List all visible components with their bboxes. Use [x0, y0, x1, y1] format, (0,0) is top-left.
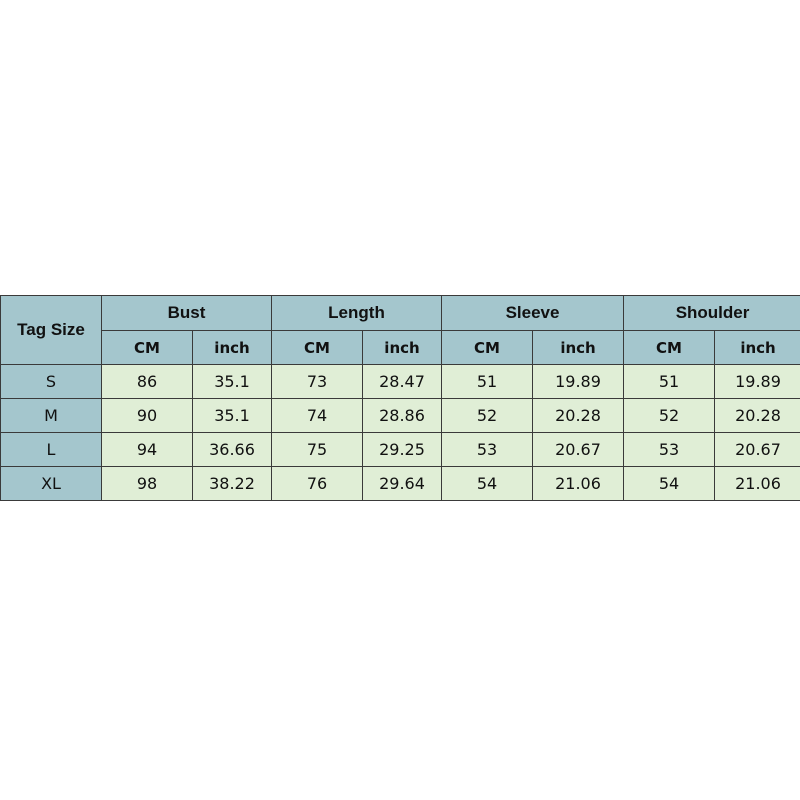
table-row: XL 98 38.22 76 29.64 54 21.06 54 21.06 — [0, 466, 800, 501]
measurement-cell: 94 — [101, 432, 193, 467]
measurement-cell: 73 — [271, 364, 363, 399]
unit-cm-header: CM — [271, 330, 363, 365]
length-header: Length — [271, 295, 442, 331]
measurement-cell: 28.47 — [362, 364, 442, 399]
measurement-cell: 20.67 — [714, 432, 800, 467]
measurement-cell: 53 — [441, 432, 533, 467]
measurement-cell: 29.25 — [362, 432, 442, 467]
measurement-cell: 98 — [101, 466, 193, 501]
unit-inch-header: inch — [714, 330, 800, 365]
measurement-cell: 38.22 — [192, 466, 272, 501]
measurement-cell: 54 — [441, 466, 533, 501]
measurement-cell: 20.67 — [531, 432, 625, 467]
size-label: M — [0, 398, 102, 433]
measurement-cell: 35.1 — [192, 364, 272, 399]
measurement-cell: 52 — [441, 398, 533, 433]
size-label: L — [0, 432, 102, 467]
unit-cm-header: CM — [101, 330, 193, 365]
table-row: L 94 36.66 75 29.25 53 20.67 53 20.67 — [0, 432, 800, 467]
measurement-cell: 90 — [101, 398, 193, 433]
shoulder-header: Shoulder — [623, 295, 800, 331]
measurement-cell: 21.06 — [531, 466, 625, 501]
table-row: S 86 35.1 73 28.47 51 19.89 51 19.89 — [0, 364, 800, 399]
measurement-cell: 20.28 — [714, 398, 800, 433]
measurement-cell: 35.1 — [192, 398, 272, 433]
unit-inch-header: inch — [362, 330, 442, 365]
measurement-cell: 53 — [623, 432, 716, 467]
measurement-cell: 54 — [623, 466, 716, 501]
size-label: XL — [0, 466, 102, 501]
measurement-cell: 86 — [101, 364, 193, 399]
measurement-cell: 75 — [271, 432, 363, 467]
measurement-cell: 36.66 — [192, 432, 272, 467]
measurement-cell: 28.86 — [362, 398, 442, 433]
unit-cm-header: CM — [441, 330, 533, 365]
measurement-cell: 51 — [623, 364, 716, 399]
table-row: M 90 35.1 74 28.86 52 20.28 52 20.28 — [0, 398, 800, 433]
unit-inch-header: inch — [192, 330, 272, 365]
measurement-cell: 21.06 — [714, 466, 800, 501]
tag-size-header: Tag Size — [0, 295, 102, 365]
measurement-cell: 19.89 — [531, 364, 625, 399]
bust-header: Bust — [101, 295, 272, 331]
size-label: S — [0, 364, 102, 399]
measurement-cell: 51 — [441, 364, 533, 399]
measurement-cell: 52 — [623, 398, 716, 433]
measurement-cell: 76 — [271, 466, 363, 501]
unit-inch-header: inch — [531, 330, 625, 365]
measurement-cell: 20.28 — [531, 398, 625, 433]
measurement-cell: 19.89 — [714, 364, 800, 399]
measurement-cell: 29.64 — [362, 466, 442, 501]
measurement-cell: 74 — [271, 398, 363, 433]
sleeve-header: Sleeve — [440, 295, 625, 331]
unit-cm-header: CM — [623, 330, 716, 365]
size-chart-table: Tag Size Bust Length Sleeve Shoulder CM i… — [0, 295, 800, 501]
